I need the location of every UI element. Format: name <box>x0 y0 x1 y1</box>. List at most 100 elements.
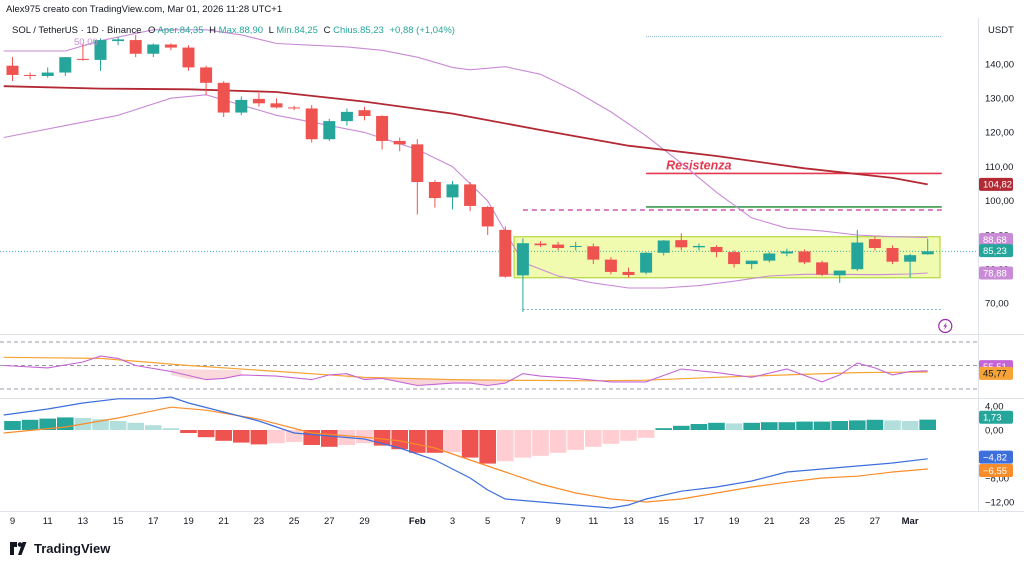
rsi-ma-value-label-box <box>979 366 1013 380</box>
symbol-legend[interactable]: SOL / TetherUS · 1D · Binance O Aper.84,… <box>12 25 455 36</box>
candle-down <box>164 44 177 48</box>
macd-histogram-bar <box>673 425 690 430</box>
candle-up <box>323 121 336 140</box>
time-tick: 23 <box>799 516 810 527</box>
time-tick: Feb <box>409 516 426 527</box>
candle-down <box>252 98 265 104</box>
lightning-icon <box>943 322 948 330</box>
time-tick: 15 <box>658 516 669 527</box>
macd-histogram-bar <box>778 422 796 430</box>
macd-signal-label: −6,55 <box>983 466 1007 477</box>
candle-down <box>411 144 424 182</box>
macd-signal-label-box <box>979 464 1013 477</box>
time-tick: 7 <box>520 516 525 527</box>
candle-down <box>816 262 829 275</box>
ma200-price-label-box <box>979 177 1013 191</box>
bb-upper-price-label: 88,68 <box>983 235 1007 246</box>
macd-histogram-bar <box>637 430 655 438</box>
time-tick: 21 <box>764 516 775 527</box>
close-label: C <box>323 25 331 36</box>
macd-histogram-bar <box>796 421 813 430</box>
high-value: Max.88,90 <box>218 25 264 36</box>
candle-down <box>622 271 635 276</box>
price-tick: 100,00 <box>985 196 1014 207</box>
macd-histogram-bar <box>690 424 708 430</box>
macd-hist-label-box <box>979 410 1013 424</box>
macd-histogram-bar <box>813 421 831 430</box>
candle-down <box>305 108 318 140</box>
brand-name: TradingView <box>34 541 111 556</box>
candle-up <box>41 72 54 76</box>
macd-histogram-bar <box>567 430 584 450</box>
candle-down <box>728 252 741 265</box>
macd-histogram-bar <box>831 421 848 430</box>
macd-histogram-bar <box>162 428 180 430</box>
time-tick: Mar <box>902 516 919 527</box>
bb-lower-price-label-box <box>979 266 1013 280</box>
macd-line <box>3 396 928 509</box>
candle-down <box>587 246 600 260</box>
macd-histogram-bar <box>866 419 884 430</box>
last-price-label-box <box>979 244 1013 258</box>
candle-down <box>868 239 881 248</box>
candle-up <box>340 111 353 122</box>
macd-histogram-bar <box>919 419 936 430</box>
macd-tick: 4,00 <box>985 401 1004 412</box>
candle-up <box>763 253 776 261</box>
macd-histogram-bar <box>479 430 496 464</box>
time-tick: 25 <box>834 516 845 527</box>
macd-histogram-bar <box>461 430 479 458</box>
macd-tick: 0,00 <box>985 425 1004 436</box>
currency-label: USDT <box>988 25 1014 36</box>
macd-histogram-bar <box>391 430 408 450</box>
macd-histogram-bar <box>145 425 162 430</box>
candle-up <box>921 251 934 255</box>
bollinger-upper <box>3 29 928 238</box>
macd-histogram-bar <box>620 430 637 441</box>
open-value: Aper.84,35 <box>157 25 204 36</box>
candle-down <box>24 74 37 76</box>
low-label: L <box>268 25 274 36</box>
time-tick: 23 <box>254 516 265 527</box>
macd-histogram-bar <box>215 430 232 441</box>
macd-histogram-bar <box>250 430 268 445</box>
bb-lower-price-label: 78,88 <box>983 268 1007 279</box>
creator-line: Alex975 creato con TradingView.com, Mar … <box>6 4 283 15</box>
overlay-text: 50,00 <box>74 37 98 48</box>
macd-histogram-bar <box>109 421 127 430</box>
time-tick: 3 <box>450 516 455 527</box>
time-tick: 21 <box>218 516 229 527</box>
ma200-line <box>3 85 928 186</box>
macd-histogram-bar <box>285 430 303 442</box>
candle-down <box>675 240 688 248</box>
macd-histogram-bar <box>532 430 549 456</box>
tradingview-logo-icon <box>10 542 27 555</box>
price-tick: 130,00 <box>985 94 1014 105</box>
candle-down <box>710 246 723 253</box>
candle-down <box>217 82 230 113</box>
macd-histogram-bar <box>409 430 426 453</box>
macd-signal-line <box>3 406 928 503</box>
time-tick: 5 <box>485 516 490 527</box>
candle-up <box>446 184 459 198</box>
time-tick: 11 <box>43 516 53 527</box>
candle-up <box>235 99 248 113</box>
macd-histogram-bar <box>373 430 391 446</box>
macd-histogram-bar <box>321 430 338 447</box>
candle-down <box>288 107 301 109</box>
time-tick: 11 <box>588 516 598 527</box>
candle-down <box>534 243 547 246</box>
candle-up <box>833 270 846 276</box>
candle-down <box>481 206 494 227</box>
candle-down <box>76 58 89 60</box>
macd-histogram-bar <box>602 430 620 444</box>
candle-down <box>428 181 441 199</box>
macd-histogram-bar <box>92 419 109 430</box>
macd-tick: −8,00 <box>985 473 1009 484</box>
macd-histogram-bar <box>743 422 760 430</box>
symbol-name: SOL / TetherUS · 1D · Binance <box>12 25 142 36</box>
time-tick: 9 <box>555 516 560 527</box>
tradingview-logo[interactable]: TradingView <box>10 541 110 556</box>
candle-up <box>780 251 793 254</box>
